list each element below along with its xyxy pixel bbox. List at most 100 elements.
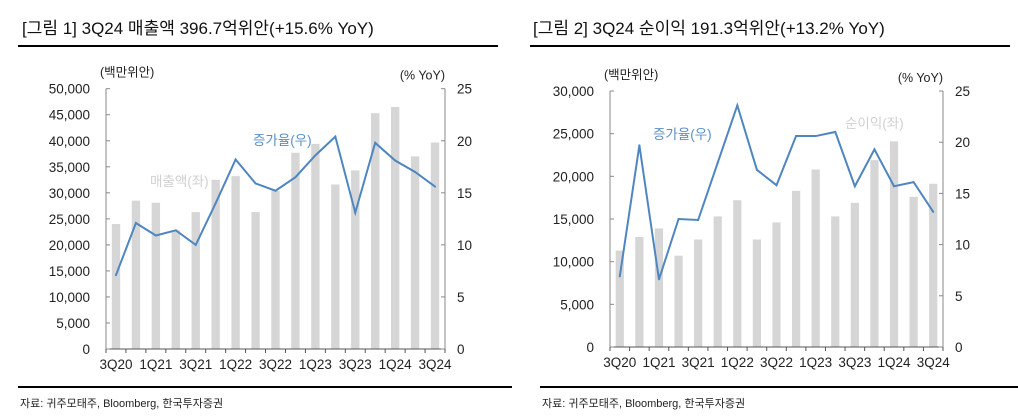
chart2-left-tick-label: 30,000 xyxy=(553,84,594,99)
chart1-bar-2Q22 xyxy=(251,212,260,349)
chart2-x-tick-label: 1Q22 xyxy=(721,355,754,370)
chart1-yoy-point-1Q21 xyxy=(154,234,157,237)
chart1-bar-3Q23 xyxy=(351,170,360,349)
chart2-yoy-point-1Q22 xyxy=(736,104,739,107)
chart1-x-tick-label: 3Q23 xyxy=(339,357,372,372)
chart1-yoy-point-1Q24 xyxy=(394,159,397,162)
chart1-left-tick-label: 25,000 xyxy=(49,212,90,227)
chart2-right-tick-label: 5 xyxy=(955,289,963,304)
chart2-right-axis-label: (% YoY) xyxy=(898,71,943,85)
chart1-right-tick-label: 10 xyxy=(457,238,472,253)
chart1-yoy-point-4Q23 xyxy=(374,141,377,144)
chart2-x-tick-label: 3Q21 xyxy=(682,355,715,370)
chart1-left-tick-label: 30,000 xyxy=(49,186,90,201)
chart1-bar-3Q21 xyxy=(191,212,200,349)
chart2-left-tick-label: 10,000 xyxy=(553,255,594,270)
chart2-x-tick-label: 3Q24 xyxy=(917,355,951,370)
chart1-yoy-point-4Q20 xyxy=(134,222,137,225)
chart2-yoy-point-2Q22 xyxy=(755,168,758,171)
chart2-yoy-point-2Q23 xyxy=(834,130,837,133)
chart2-title-rule xyxy=(530,45,1010,47)
chart1-x-tick-label: 3Q20 xyxy=(99,357,132,372)
chart2-left-tick-label: 15,000 xyxy=(553,212,594,227)
chart1-right-tick-label: 5 xyxy=(457,290,465,305)
chart1-yoy-point-2Q21 xyxy=(174,229,177,232)
chart1-right-tick-label: 15 xyxy=(457,186,472,201)
chart2-x-tick-label: 3Q20 xyxy=(603,355,636,370)
chart1-bar-1Q24 xyxy=(390,106,400,350)
chart2-bar-4Q22 xyxy=(791,190,801,347)
chart1-left-tick-label: 20,000 xyxy=(49,238,90,253)
chart2-yoy-point-2Q24 xyxy=(912,181,915,184)
chart2-bar-3Q21 xyxy=(694,239,703,347)
chart1-right-tick-label: 25 xyxy=(457,82,472,97)
chart2-right-tick-label: 0 xyxy=(955,340,963,355)
chart1-bar-1Q22 xyxy=(231,176,240,349)
chart1-title-rule xyxy=(18,45,498,47)
chart1-left-tick-label: 40,000 xyxy=(49,134,90,149)
chart1-source-rule xyxy=(18,386,512,388)
chart2-bar-series-label: 순이익(좌) xyxy=(845,116,904,131)
chart2-left-tick-label: 20,000 xyxy=(553,169,594,184)
chart1-bar-2Q21 xyxy=(171,230,180,349)
chart1-left-axis-label: (백만위안) xyxy=(100,66,154,80)
chart2-bar-2Q22 xyxy=(752,239,762,347)
chart1-left-tick-label: 5,000 xyxy=(56,316,90,331)
chart1-yoy-point-1Q22 xyxy=(234,158,237,161)
chart2-yoy-point-1Q23 xyxy=(814,135,817,138)
chart2-yoy-point-3Q22 xyxy=(775,184,778,187)
chart1-bar-1Q23 xyxy=(311,143,320,349)
chart2-yoy-point-4Q23 xyxy=(873,148,876,151)
chart2-bar-1Q23 xyxy=(811,169,820,347)
chart2-yoy-point-3Q23 xyxy=(853,185,856,188)
chart1-yoy-point-3Q24 xyxy=(434,185,437,188)
chart2-line-series-label: 증가율(우) xyxy=(653,127,712,142)
chart1-x-tick-label: 1Q23 xyxy=(299,357,332,372)
chart2-bar-4Q23 xyxy=(870,160,879,347)
chart1-yoy-point-3Q22 xyxy=(274,189,277,192)
chart2-yoy-point-2Q21 xyxy=(677,218,680,220)
chart2-bar-1Q22 xyxy=(733,200,742,347)
chart1-bar-4Q20 xyxy=(131,200,141,349)
chart1-left-tick-label: 10,000 xyxy=(49,290,90,305)
chart2-yoy-point-4Q22 xyxy=(795,135,798,138)
chart1-x-tick-label: 1Q21 xyxy=(139,357,172,372)
chart2-right-tick-label: 20 xyxy=(955,135,970,150)
chart1-bar-4Q22 xyxy=(291,152,300,349)
chart2-bar-3Q24 xyxy=(929,183,938,347)
chart1-bar-2Q24 xyxy=(410,156,420,349)
chart1-yoy-point-2Q22 xyxy=(254,182,257,185)
chart1-source: 자료: 귀주모태주, Bloomberg, 한국투자증권 xyxy=(20,398,224,410)
chart2-bar-3Q22 xyxy=(772,222,781,347)
chart2-bar-2Q21 xyxy=(674,255,683,347)
chart2-title: [그림 2] 3Q24 순이익 191.3억위안(+13.2% YoY) xyxy=(533,19,885,38)
chart1-right-tick-label: 0 xyxy=(457,342,465,357)
chart2-bar-3Q20 xyxy=(615,250,624,347)
chart2-bar-1Q21 xyxy=(654,228,664,347)
chart1-yoy-point-2Q23 xyxy=(334,135,337,138)
chart1-left-tick-label: 50,000 xyxy=(49,82,90,97)
chart1-bar-2Q23 xyxy=(331,184,340,349)
chart2-source: 자료: 귀주모태주, Bloomberg, 한국투자증권 xyxy=(542,398,746,410)
chart2-yoy-point-1Q24 xyxy=(893,185,896,188)
chart2-x-tick-label: 3Q22 xyxy=(760,355,793,370)
chart1-yoy-point-3Q23 xyxy=(354,211,357,214)
chart1-title: [그림 1] 3Q24 매출액 396.7억위안(+15.6% YoY) xyxy=(22,19,374,38)
chart1-x-tick-label: 1Q24 xyxy=(379,357,413,372)
chart1-x-tick-label: 3Q24 xyxy=(419,357,453,372)
chart2-x-tick-label: 1Q21 xyxy=(642,355,675,370)
chart1-bar-series-label: 매출액(좌) xyxy=(150,174,209,189)
chart2-yoy-point-3Q24 xyxy=(932,210,935,213)
chart2-yoy-point-4Q20 xyxy=(638,144,641,147)
chart1-bar-3Q20 xyxy=(111,224,121,349)
chart2-left-tick-label: 25,000 xyxy=(553,127,594,142)
chart2-left-tick-label: 0 xyxy=(586,340,594,355)
chart2-left-tick-label: 5,000 xyxy=(560,297,594,312)
chart1-left-tick-label: 35,000 xyxy=(49,160,90,175)
chart2-bar-2Q23 xyxy=(831,216,840,347)
chart1-left-tick-label: 0 xyxy=(82,342,90,357)
chart2-x-tick-label: 3Q23 xyxy=(838,355,871,370)
chart2-left-axis-label: (백만위안) xyxy=(604,68,658,82)
chart2-yoy-point-3Q21 xyxy=(697,219,700,222)
